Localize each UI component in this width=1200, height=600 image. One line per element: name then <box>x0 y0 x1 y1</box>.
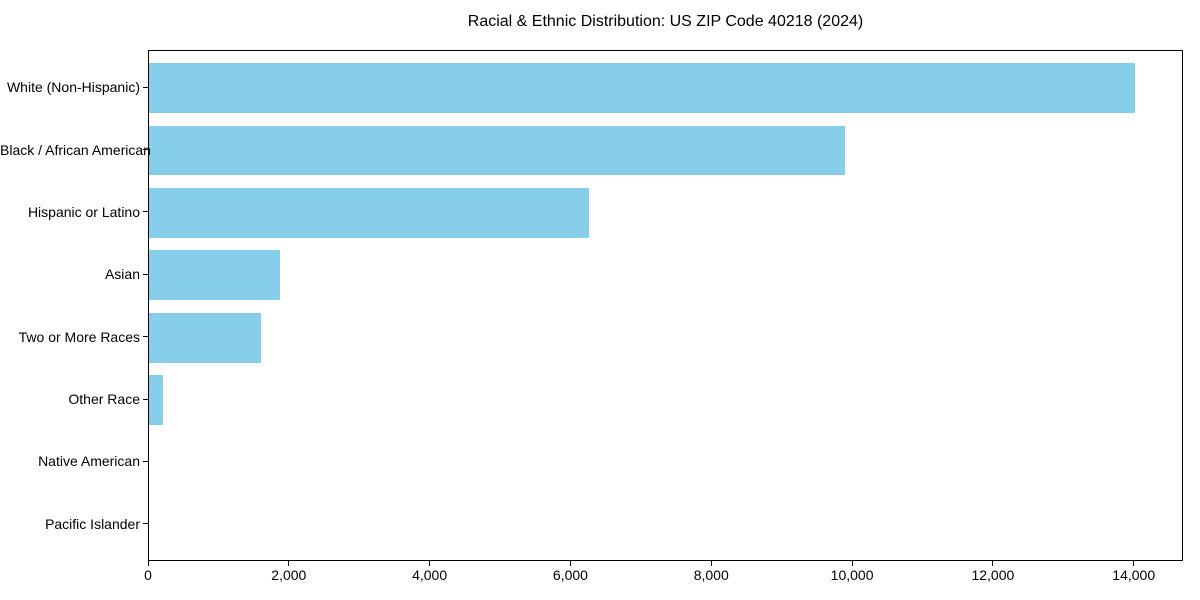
y-tick-mark <box>143 460 148 462</box>
plot-area <box>148 50 1183 561</box>
bar <box>149 375 164 426</box>
x-tick-mark <box>992 561 994 566</box>
x-tick-mark <box>569 561 571 566</box>
x-tick-label: 14,000 <box>1112 567 1156 583</box>
bar <box>149 63 1135 114</box>
y-tick-mark <box>143 149 148 151</box>
bar <box>149 187 590 238</box>
y-tick-label: Other Race <box>68 391 140 408</box>
x-tick-label: 2,000 <box>271 567 307 583</box>
chart-title: Racial & Ethnic Distribution: US ZIP Cod… <box>467 13 864 30</box>
y-tick-mark <box>143 211 148 213</box>
x-tick-mark <box>288 561 290 566</box>
y-tick-label: Two or More Races <box>18 328 140 345</box>
x-tick-mark <box>1133 561 1135 566</box>
x-tick-mark <box>147 561 149 566</box>
x-tick-label: 8,000 <box>693 567 729 583</box>
y-tick-label: Pacific Islander <box>45 515 140 532</box>
x-tick-label: 12,000 <box>971 567 1015 583</box>
y-tick-label: White (Non-Hispanic) <box>6 79 140 96</box>
bar <box>149 125 845 176</box>
y-tick-label: Native American <box>38 453 140 470</box>
bar <box>149 250 280 301</box>
y-tick-mark <box>143 336 148 338</box>
x-tick-mark <box>851 561 853 566</box>
y-tick-label: Asian <box>104 266 140 283</box>
x-tick-label: 4,000 <box>412 567 448 583</box>
bar <box>149 312 261 363</box>
x-tick-mark <box>429 561 431 566</box>
y-tick-label: Hispanic or Latino <box>27 203 140 220</box>
y-tick-label: Black / African American <box>0 141 151 158</box>
y-tick-mark <box>143 273 148 275</box>
y-tick-mark <box>143 86 148 88</box>
y-tick-mark <box>143 398 148 400</box>
x-tick-mark <box>710 561 712 566</box>
x-tick-label: 10,000 <box>830 567 874 583</box>
x-tick-label: 6,000 <box>552 567 588 583</box>
x-tick-label: 0 <box>144 567 152 583</box>
y-tick-mark <box>143 523 148 525</box>
